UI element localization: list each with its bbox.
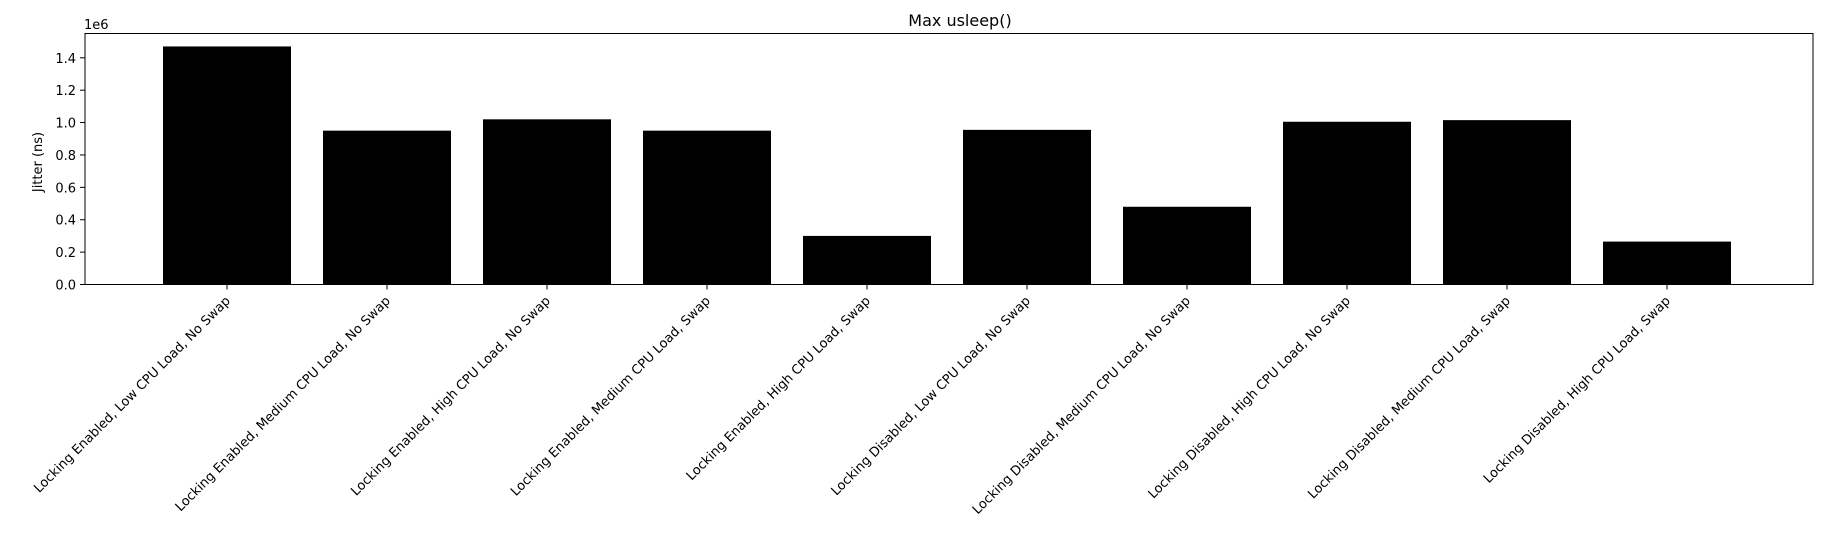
x-tick-label: Locking Enabled, High CPU Load, Swap: [684, 294, 874, 484]
bar-7: [1123, 206, 1251, 285]
bar-6: [963, 129, 1091, 285]
x-tick-label: Locking Disabled, Low CPU Load, No Swap: [829, 294, 1034, 499]
bar-10: [1603, 241, 1731, 285]
y-axis: 0.0 0.2 0.4 0.6 0.8 1.0 1.2 1.4: [55, 52, 85, 294]
y-tick-label: 0.2: [55, 246, 76, 261]
y-tick-label: 0.4: [55, 214, 76, 229]
bar-2: [323, 130, 451, 285]
y-tick-label: 1.0: [55, 117, 76, 132]
x-tick-label: Locking Disabled, Medium CPU Load, Swap: [1305, 294, 1513, 502]
bar-5: [803, 235, 931, 285]
plot-area-frame: [84, 33, 1814, 285]
x-tick-label: Locking Enabled, High CPU Load, No Swap: [348, 294, 554, 500]
bar-4: [643, 130, 771, 285]
y-axis-label: Jitter (ns): [31, 132, 46, 193]
y-tick-label: 0.0: [55, 279, 76, 294]
x-tick-label: Locking Enabled, Medium CPU Load, Swap: [508, 294, 714, 500]
x-tick-label: Locking Disabled, High CPU Load, Swap: [1481, 294, 1674, 487]
y-tick-label: 0.6: [55, 181, 76, 196]
x-tick-label: Locking Enabled, Low CPU Load, No Swap: [31, 294, 233, 496]
x-axis: Locking Enabled, Low CPU Load, No Swap Lo…: [31, 284, 1674, 518]
bar-9: [1443, 120, 1571, 285]
bar-3: [483, 119, 611, 285]
bars-group: [163, 46, 1731, 285]
x-tick-label: Locking Disabled, High CPU Load, No Swap: [1146, 294, 1354, 502]
bar-1: [163, 46, 291, 285]
bar-8: [1283, 121, 1411, 285]
y-tick-label: 1.2: [55, 84, 76, 99]
y-tick-label: 0.8: [55, 149, 76, 164]
chart-title: Max usleep(): [908, 11, 1011, 30]
y-tick-label: 1.4: [55, 52, 76, 67]
y-axis-offset-text: 1e6: [84, 18, 109, 33]
